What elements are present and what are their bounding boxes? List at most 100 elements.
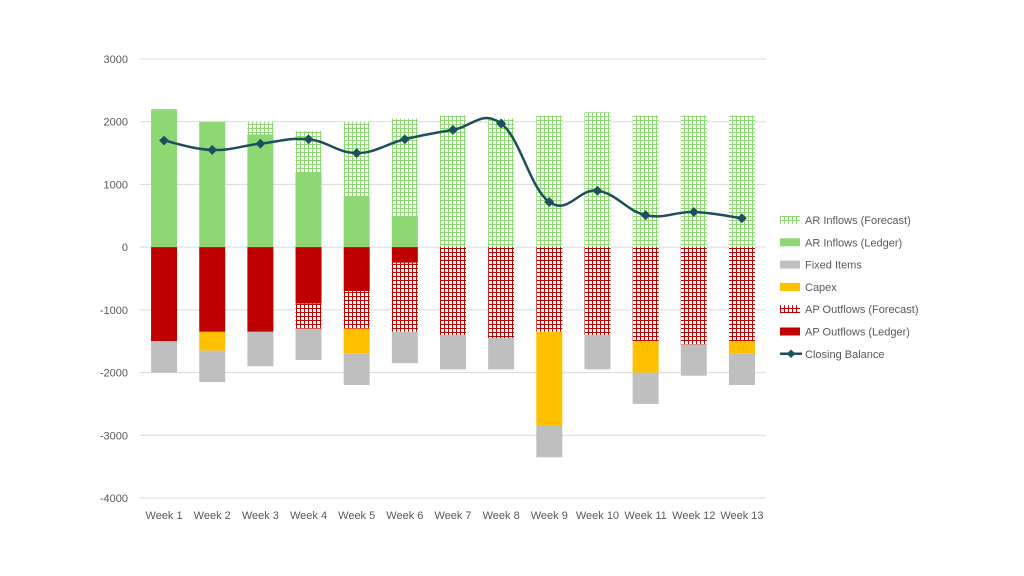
bar-fixed-items xyxy=(680,344,707,376)
bar-ar-inflows-forecast xyxy=(391,118,418,216)
y-axis-ticks: 3000 2000 1000 0 -1000 -2000 -3000 -4000 xyxy=(100,54,128,505)
closing-balance-point xyxy=(159,135,170,146)
bar-ap-outflows-ledger xyxy=(343,247,370,292)
closing-balance-point xyxy=(544,197,555,207)
bar-ar-inflows-ledger xyxy=(343,196,370,248)
y-tick-label: -1000 xyxy=(100,305,128,317)
x-tick-label: Week 7 xyxy=(434,510,471,522)
bar-ar-inflows-ledger xyxy=(199,121,226,248)
bar-ap-outflows-ledger xyxy=(391,247,418,263)
bar-stack-week-2 xyxy=(199,121,226,382)
legend-item-ap-outflows-ledger: AP Outflows (Ledger) xyxy=(780,327,910,339)
bar-fixed-items xyxy=(199,350,226,382)
legend-swatch xyxy=(780,238,800,247)
legend-label: Fixed Items xyxy=(805,260,862,272)
y-tick-label: 2000 xyxy=(104,117,128,129)
bar-stack-week-12 xyxy=(680,115,707,376)
bar-ap-outflows-forecast xyxy=(488,247,515,339)
legend-swatch xyxy=(780,260,800,269)
legend-item-ar-inflows-ledger: AR Inflows (Ledger) xyxy=(780,237,902,249)
bars xyxy=(151,109,755,458)
bar-fixed-items xyxy=(536,425,563,458)
x-tick-label: Week 4 xyxy=(290,510,327,522)
y-tick-label: -4000 xyxy=(100,493,128,505)
x-tick-label: Week 13 xyxy=(720,510,763,522)
legend-label: AP Outflows (Forecast) xyxy=(805,304,919,316)
x-tick-label: Week 8 xyxy=(483,510,520,522)
bar-ar-inflows-ledger xyxy=(295,171,322,248)
bar-ap-outflows-ledger xyxy=(295,247,322,304)
bar-ar-inflows-forecast xyxy=(440,115,466,248)
x-tick-label: Week 11 xyxy=(624,510,666,522)
legend-item-ar-inflows-forecast: AR Inflows (Forecast) xyxy=(780,215,911,227)
bar-capex xyxy=(536,331,563,426)
bar-capex xyxy=(728,341,755,354)
bar-ap-outflows-forecast xyxy=(680,247,707,345)
bar-ap-outflows-forecast xyxy=(391,262,418,332)
y-tick-label: 0 xyxy=(122,242,128,254)
bar-ar-inflows-forecast xyxy=(584,112,611,248)
bar-ap-outflows-forecast xyxy=(632,247,659,342)
bar-ap-outflows-ledger xyxy=(151,247,178,342)
bar-ap-outflows-ledger xyxy=(199,247,226,332)
bar-stack-week-13 xyxy=(728,115,755,386)
bar-ap-outflows-forecast xyxy=(728,247,755,342)
y-tick-label: -3000 xyxy=(100,430,128,442)
bar-fixed-items xyxy=(343,353,370,386)
x-tick-label: Week 10 xyxy=(576,510,619,522)
x-tick-label: Week 9 xyxy=(531,510,568,522)
closing-balance-point xyxy=(351,148,362,159)
x-tick-label: Week 1 xyxy=(146,510,183,522)
legend-swatch xyxy=(780,216,800,224)
bar-ap-outflows-forecast xyxy=(536,247,563,332)
bar-fixed-items xyxy=(440,334,466,370)
bar-capex xyxy=(199,331,226,351)
x-tick-label: Week 2 xyxy=(194,510,231,522)
bar-fixed-items xyxy=(151,341,178,373)
closing-balance-point xyxy=(255,138,266,149)
bar-ar-inflows-ledger xyxy=(391,215,418,248)
bar-capex xyxy=(632,341,659,373)
bar-stack-week-8 xyxy=(488,118,515,370)
legend-label: AR Inflows (Forecast) xyxy=(805,215,911,227)
bar-ar-inflows-forecast xyxy=(343,121,370,197)
bar-stack-week-1 xyxy=(151,109,178,373)
bar-fixed-items xyxy=(632,372,659,404)
bar-stack-week-11 xyxy=(632,115,659,404)
bar-ap-outflows-forecast xyxy=(440,247,466,335)
x-tick-label: Week 3 xyxy=(242,510,279,522)
closing-balance-point xyxy=(592,185,603,196)
bar-stack-week-3 xyxy=(247,121,274,367)
legend-label: AP Outflows (Ledger) xyxy=(805,327,910,339)
legend-item-closing-balance: Closing Balance xyxy=(780,349,885,361)
bar-fixed-items xyxy=(295,328,322,361)
legend: AR Inflows (Forecast) AR Inflows (Ledger)… xyxy=(780,215,919,361)
closing-balance-point xyxy=(399,134,410,145)
bar-stack-week-7 xyxy=(440,115,466,370)
bar-stack-week-10 xyxy=(584,112,611,370)
y-tick-label: -2000 xyxy=(100,368,128,380)
bar-fixed-items xyxy=(247,331,274,367)
bar-fixed-items xyxy=(584,334,611,370)
bar-ar-inflows-ledger xyxy=(247,134,274,248)
bar-ar-inflows-forecast xyxy=(728,115,755,248)
x-tick-label: Week 12 xyxy=(672,510,715,522)
legend-swatch xyxy=(780,305,800,314)
bar-stack-week-5 xyxy=(343,121,370,386)
bar-ar-inflows-ledger xyxy=(151,109,178,248)
closing-balance-point xyxy=(207,144,218,155)
bar-ar-inflows-forecast xyxy=(536,115,563,248)
bar-stack-week-6 xyxy=(391,118,418,364)
bar-fixed-items xyxy=(728,353,755,386)
legend-label: Capex xyxy=(805,282,837,294)
legend-swatch xyxy=(780,327,800,336)
bar-ar-inflows-forecast xyxy=(680,115,707,248)
closing-balance-point xyxy=(303,134,314,145)
x-axis-ticks: Week 1 Week 2 Week 3 Week 4 Week 5 Week 6 Week… xyxy=(146,510,764,522)
y-tick-label: 3000 xyxy=(104,54,128,66)
legend-label: AR Inflows (Ledger) xyxy=(805,237,902,249)
bar-ar-inflows-forecast xyxy=(632,115,659,248)
bar-ap-outflows-forecast xyxy=(343,291,370,329)
